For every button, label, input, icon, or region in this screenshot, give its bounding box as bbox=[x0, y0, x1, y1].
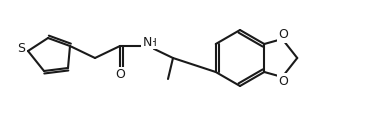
Text: N: N bbox=[142, 36, 152, 50]
Text: O: O bbox=[115, 69, 125, 81]
Text: O: O bbox=[278, 75, 288, 87]
Text: H: H bbox=[149, 38, 157, 48]
Text: O: O bbox=[278, 29, 288, 41]
Text: S: S bbox=[17, 42, 25, 55]
